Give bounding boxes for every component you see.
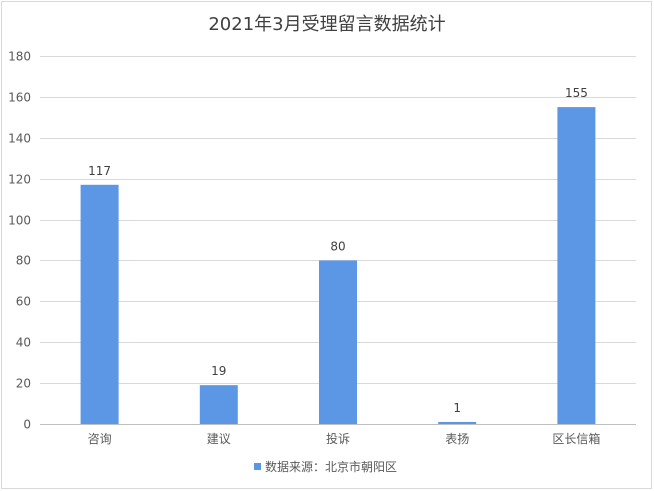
y-tick-label: 180 bbox=[8, 50, 31, 64]
bar bbox=[80, 184, 119, 424]
chart-title: 2021年3月受理留言数据统计 bbox=[208, 14, 445, 35]
bar bbox=[438, 421, 477, 424]
bar bbox=[557, 107, 596, 424]
x-tick-label: 区长信箱 bbox=[552, 431, 600, 446]
y-tick-label: 100 bbox=[8, 214, 31, 228]
data-label: 1 bbox=[453, 401, 461, 415]
data-labels: 117 19 80 1 155 bbox=[88, 86, 588, 415]
bar bbox=[199, 385, 238, 424]
y-tick-label: 120 bbox=[8, 173, 31, 187]
y-tick-label: 60 bbox=[16, 295, 31, 309]
legend-label: 数据来源：北京市朝阳区 bbox=[265, 459, 397, 474]
legend: 数据来源：北京市朝阳区 bbox=[254, 459, 397, 474]
bars bbox=[80, 107, 596, 424]
data-label: 19 bbox=[211, 364, 226, 378]
x-tick-label: 投诉 bbox=[326, 431, 350, 446]
legend-swatch bbox=[254, 463, 261, 470]
y-tick-label: 40 bbox=[16, 336, 31, 350]
bar bbox=[319, 260, 357, 424]
data-label: 117 bbox=[88, 164, 111, 178]
y-tick-label: 80 bbox=[16, 254, 31, 268]
y-tick-label: 140 bbox=[8, 132, 31, 146]
y-tick-label: 0 bbox=[23, 418, 31, 432]
y-axis: 0 20 40 60 80 100 120 140 160 180 bbox=[8, 50, 31, 432]
data-label: 80 bbox=[330, 239, 345, 253]
x-tick-label: 表扬 bbox=[445, 431, 469, 446]
data-label: 155 bbox=[565, 86, 588, 100]
gridlines bbox=[40, 56, 636, 425]
y-tick-label: 20 bbox=[16, 377, 31, 391]
y-tick-label: 160 bbox=[8, 91, 31, 105]
x-tick-label: 建议 bbox=[207, 432, 231, 446]
x-tick-label: 咨询 bbox=[88, 431, 112, 446]
x-axis: 咨询 建议 投诉 表扬 区长信箱 bbox=[88, 431, 601, 446]
